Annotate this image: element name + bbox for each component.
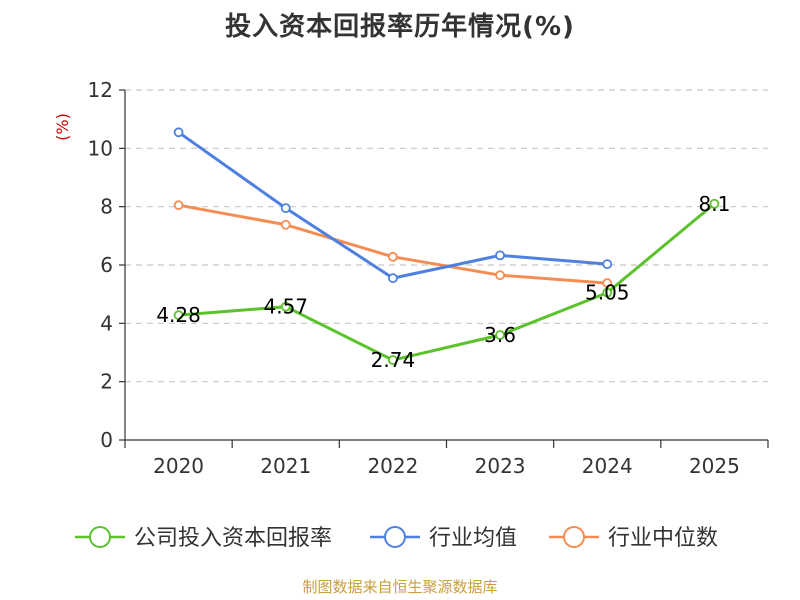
data-label: 4.28 [156,303,201,327]
data-point [495,330,505,340]
data-source-note: 制图数据来自恒生聚源数据库 [302,578,498,596]
axes: 0 2 4 6 8 10 12 (%) 2020 2021 2022 2023 2024 2025 [53,78,769,478]
data-point [495,250,505,261]
y-tick-label: 2 [100,370,113,394]
data-point [602,287,613,298]
legend-marker [563,526,585,548]
legend-item: 行业中位数 [549,526,718,551]
data-point [173,200,184,211]
legend-label: 行业均值 [429,526,517,551]
series-lines [173,127,720,365]
data-point [173,127,184,138]
data-point [280,203,291,214]
legend-label: 行业中位数 [608,526,718,551]
legend-item: 行业均值 [370,526,517,551]
data-point [602,278,613,288]
x-tick-label: 2021 [260,454,311,478]
y-tick-label: 10 [88,136,113,160]
data-point [388,273,398,284]
series-line [178,203,608,285]
data-label: 8.1 [699,192,731,216]
x-tick-label: 2020 [153,454,204,478]
y-tick-label: 12 [88,78,113,102]
x-tick-label: 2025 [689,454,740,478]
y-tick-label: 6 [100,253,113,277]
y-tick-label: 0 [100,428,113,452]
legend-marker [384,526,406,548]
grid-lines [125,89,768,383]
x-tick-label: 2023 [475,454,526,478]
data-label: 2.74 [371,348,416,372]
data-point [280,219,291,230]
x-tick-label: 2022 [367,454,418,478]
y-axis-unit-label: (%) [53,113,72,141]
legend-label: 公司投入资本回报率 [134,526,332,551]
data-point [280,301,291,312]
data-point [388,251,398,262]
data-label: 5.05 [585,281,630,305]
x-tick-label: 2024 [582,454,633,478]
data-point [602,259,613,270]
legend: 公司投入资本回报率 行业均值 行业中位数 [75,526,718,551]
series-line [178,202,716,362]
legend-item: 公司投入资本回报率 [75,526,332,551]
y-tick-label: 8 [100,195,113,219]
chart-title: 投入资本回报率历年情况(%) [225,12,575,42]
data-point [173,310,184,321]
y-tick-label: 4 [100,311,113,335]
data-point [388,355,398,365]
data-labels: 4.28 4.57 2.74 3.6 5.05 8.1 [156,192,730,372]
data-point [495,270,505,281]
legend-marker [89,526,111,548]
data-point [709,198,720,209]
data-label: 3.6 [484,323,516,347]
data-label: 4.57 [263,295,308,319]
